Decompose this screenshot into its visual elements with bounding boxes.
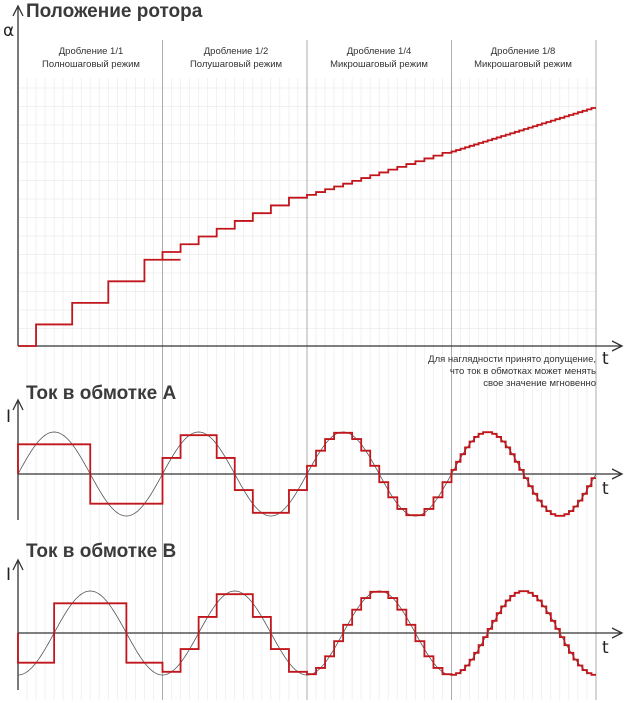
winding-a-x-symbol: t: [602, 479, 609, 499]
mode-3-ratio: Дробление 1/4: [347, 46, 412, 57]
winding-a-panel: Ток в обмотке А I t: [6, 383, 624, 520]
assumption-note: Для наглядности принято допущение, что т…: [428, 354, 596, 389]
rotor-y-axis-symbol: α: [3, 21, 14, 41]
rotor-panel-title: Положение ротора: [26, 1, 203, 22]
mode-4-name: Микрошаговый режим: [474, 59, 572, 70]
mode-2-ratio: Дробление 1/2: [204, 46, 269, 57]
mode-4-ratio: Дробление 1/8: [491, 46, 556, 57]
mode-1-ratio: Дробление 1/1: [59, 46, 124, 57]
rotor-position-step-curve: [18, 107, 596, 347]
mode-3-name: Микрошаговый режим: [330, 59, 428, 70]
mode-2-name: Полушаговый режим: [190, 59, 282, 70]
mode-labels: Дробление 1/1 Полношаговый режим Дроблен…: [42, 46, 572, 70]
note-line-2: что ток в обмотках может менять: [450, 366, 596, 377]
winding-b-title: Ток в обмотке В: [26, 541, 176, 562]
winding-b-step-current: [17, 590, 596, 676]
winding-a-x-axis-arrow: [611, 468, 624, 480]
winding-a-y-symbol: I: [6, 407, 11, 427]
mode-1-name: Полношаговый режим: [42, 59, 140, 70]
winding-b-y-symbol: I: [6, 565, 11, 585]
winding-a-y-axis-arrow: [12, 398, 24, 411]
winding-b-x-symbol: t: [602, 638, 609, 658]
winding-b-panel: Ток в обмотке В I t: [6, 541, 624, 690]
note-line-3: свое значение мгновенно: [483, 378, 596, 389]
rotor-position-panel: Положение ротора α t: [3, 1, 624, 369]
winding-b-x-axis-arrow: [611, 627, 624, 639]
note-line-1: Для наглядности принято допущение,: [428, 354, 596, 365]
winding-a-title: Ток в обмотке А: [26, 383, 176, 404]
rotor-y-axis-arrow: [12, 4, 24, 17]
winding-b-y-axis-arrow: [12, 558, 24, 571]
winding-a-step-current: [17, 431, 596, 517]
rotor-x-axis-arrow: [611, 340, 624, 352]
rotor-x-axis-symbol: t: [602, 349, 609, 369]
